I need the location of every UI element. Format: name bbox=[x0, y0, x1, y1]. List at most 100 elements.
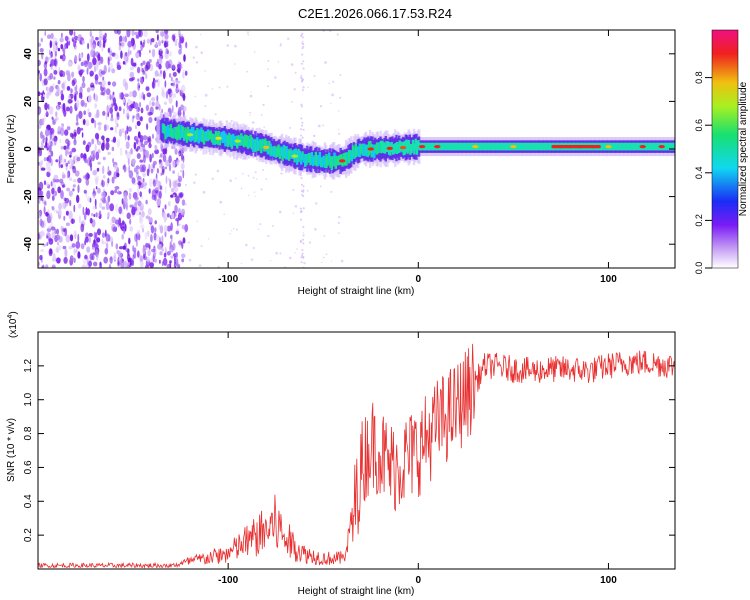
ridge-core bbox=[442, 142, 445, 151]
y-tick-label: -40 bbox=[23, 237, 34, 252]
noise-dot bbox=[275, 251, 279, 255]
noise-blob bbox=[175, 252, 178, 259]
noise-blob bbox=[78, 34, 82, 39]
ridge-core bbox=[630, 142, 633, 151]
noise-blob bbox=[75, 84, 78, 92]
noise-blob bbox=[113, 171, 118, 180]
ridge-core bbox=[620, 142, 624, 151]
noise-blob bbox=[52, 83, 55, 90]
noise-blob bbox=[61, 158, 67, 167]
noise-blob bbox=[132, 245, 135, 252]
noise-blob bbox=[91, 242, 96, 248]
noise-blob bbox=[92, 169, 97, 176]
noise-blob bbox=[157, 48, 163, 52]
noise-blob bbox=[149, 153, 152, 163]
ridge-core bbox=[445, 142, 448, 151]
noise-blob bbox=[74, 55, 78, 63]
noise-blob bbox=[75, 241, 81, 249]
ridge-core bbox=[469, 142, 472, 151]
noise-blob bbox=[182, 105, 187, 112]
noise-blob bbox=[160, 172, 163, 176]
noise-blob bbox=[60, 44, 63, 50]
noise-blob bbox=[96, 109, 100, 119]
ridge-core bbox=[248, 138, 251, 149]
y-tick-label: 20 bbox=[23, 95, 34, 107]
ridge-core bbox=[603, 142, 606, 151]
ridge-core bbox=[328, 152, 331, 165]
noise-blob bbox=[80, 69, 85, 73]
ridge-core bbox=[169, 124, 172, 137]
noise-blob bbox=[66, 187, 70, 192]
ridge-core bbox=[337, 155, 340, 166]
ridge-core bbox=[616, 142, 620, 151]
ridge-core bbox=[498, 142, 501, 151]
noise-blob bbox=[71, 147, 77, 153]
colorbar-tick-label: 0.8 bbox=[694, 71, 704, 84]
ridge-core bbox=[310, 152, 314, 165]
ridge-core bbox=[284, 146, 287, 159]
noise-dot bbox=[302, 86, 305, 89]
noise-blob bbox=[86, 87, 91, 93]
ridge-core bbox=[409, 144, 412, 155]
noise-blob bbox=[182, 237, 186, 244]
noise-blob bbox=[137, 206, 141, 211]
snr-y-label: SNR (10 * v/v) bbox=[6, 418, 17, 482]
noise-blob bbox=[156, 34, 159, 41]
noise-blob bbox=[129, 149, 134, 155]
ridge-core bbox=[458, 142, 461, 151]
noise-blob bbox=[39, 48, 44, 53]
ridge-core bbox=[395, 142, 399, 154]
noise-dot bbox=[211, 88, 214, 90]
noise-dot bbox=[338, 232, 340, 234]
x-tick-label: -100 bbox=[218, 575, 238, 586]
noise-blob bbox=[84, 102, 87, 108]
noise-blob bbox=[167, 107, 172, 114]
noise-blob bbox=[182, 71, 185, 79]
ridge-core bbox=[521, 142, 524, 151]
ridge-core bbox=[431, 142, 435, 151]
noise-blob bbox=[135, 124, 137, 130]
ridge-core bbox=[470, 142, 473, 151]
noise-blob bbox=[112, 158, 114, 164]
ridge-core bbox=[623, 142, 626, 151]
noise-blob bbox=[169, 260, 172, 268]
noise-dot bbox=[289, 126, 292, 129]
ridge-core bbox=[322, 155, 326, 166]
noise-dot bbox=[184, 183, 187, 186]
ridge-core bbox=[226, 135, 230, 148]
noise-dot bbox=[290, 63, 294, 66]
noise-dot bbox=[214, 113, 217, 116]
noise-blob bbox=[94, 93, 98, 103]
noise-blob bbox=[107, 212, 110, 218]
noise-blob bbox=[159, 259, 161, 264]
ridge-core bbox=[161, 123, 164, 133]
noise-blob bbox=[128, 91, 133, 98]
noise-blob bbox=[124, 223, 127, 232]
noise-blob bbox=[92, 193, 96, 199]
noise-blob bbox=[46, 190, 51, 200]
noise-blob bbox=[105, 242, 109, 250]
noise-blob bbox=[104, 32, 107, 38]
noise-dot bbox=[192, 56, 195, 59]
noise-blob bbox=[69, 30, 74, 36]
noise-blob bbox=[76, 99, 80, 109]
ridge-core bbox=[615, 142, 618, 151]
noise-blob bbox=[43, 114, 46, 122]
ridge-core bbox=[507, 142, 511, 151]
ridge-core bbox=[406, 140, 409, 154]
noise-blob bbox=[49, 249, 53, 255]
noise-blob bbox=[99, 261, 102, 266]
noise-blob bbox=[162, 148, 166, 155]
ridge-core bbox=[324, 157, 327, 168]
noise-blob bbox=[52, 43, 57, 53]
ridge-core bbox=[309, 153, 312, 166]
noise-blob bbox=[80, 61, 84, 67]
ridge-core bbox=[354, 143, 357, 158]
noise-blob bbox=[94, 74, 99, 81]
ridge-core bbox=[614, 142, 617, 151]
ridge-core bbox=[467, 142, 471, 151]
noise-dot bbox=[296, 248, 298, 250]
noise-blob bbox=[56, 228, 59, 235]
noise-blob bbox=[107, 81, 111, 86]
noise-blob bbox=[81, 132, 84, 138]
